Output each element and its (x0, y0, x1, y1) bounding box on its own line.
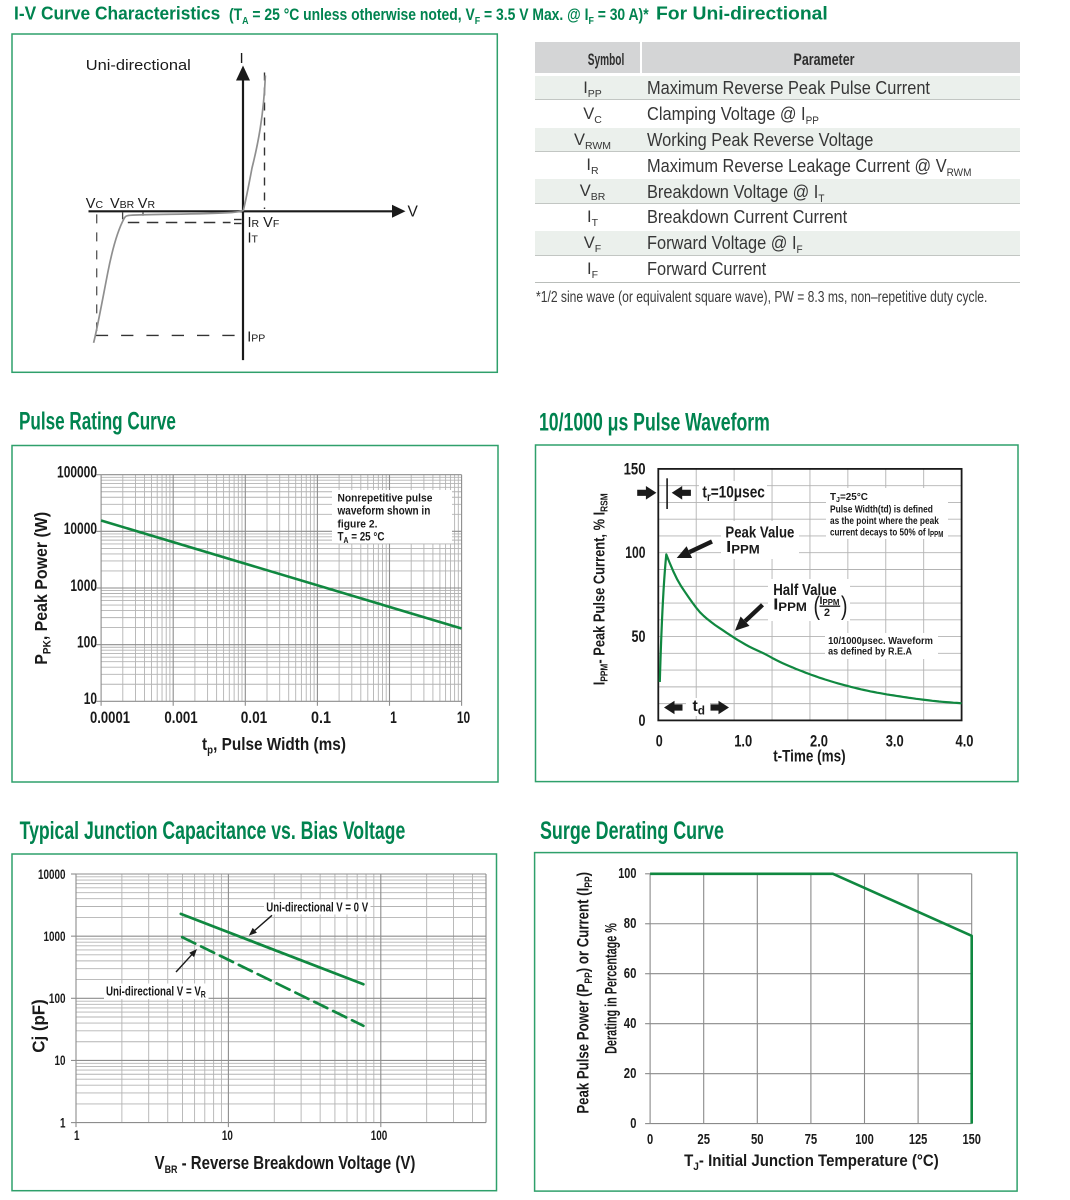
svg-text:0.001: 0.001 (164, 709, 198, 728)
svg-text:Peak Value: Peak Value (725, 525, 794, 542)
svg-text:IPPM: IPPM (820, 594, 840, 606)
svg-text:125: 125 (909, 1131, 927, 1148)
svg-text:Pulse Rating Curve: Pulse Rating Curve (19, 407, 176, 435)
svg-text:1000: 1000 (44, 928, 66, 944)
svg-text:td: td (693, 698, 705, 718)
svg-text:current decays to 50% of IPPM: current decays to 50% of IPPM (830, 526, 943, 539)
svg-text:100: 100 (77, 634, 97, 652)
svg-text:Derating in Percentage %: Derating in Percentage % (602, 923, 621, 1054)
svg-text:100000: 100000 (57, 464, 97, 482)
svg-text:Surge Derating Curve: Surge Derating Curve (540, 816, 724, 845)
svg-text:IPPM: IPPM (773, 595, 807, 614)
svg-text:Pulse Width(td) is defined: Pulse Width(td) is defined (830, 503, 933, 515)
svg-text:0.01: 0.01 (241, 709, 268, 728)
svg-text:1: 1 (74, 1127, 80, 1143)
svg-text:0: 0 (647, 1131, 653, 1148)
svg-text:10: 10 (457, 709, 470, 728)
svg-text:as the point where the peak: as the point where the peak (830, 515, 939, 527)
svg-text:Typical Junction Capacitance v: Typical Junction Capacitance vs. Bias Vo… (20, 816, 406, 845)
svg-text:10000: 10000 (64, 520, 97, 538)
svg-text:PPK, Peak Power (W): PPK, Peak Power (W) (31, 512, 53, 665)
svg-text:50: 50 (632, 629, 646, 647)
svg-text:TJ=25°C: TJ=25°C (830, 492, 869, 504)
svg-text:1: 1 (390, 709, 397, 727)
svg-text:150: 150 (962, 1131, 980, 1148)
svg-text:IPPM- Peak Pulse Current, % IR: IPPM- Peak Pulse Current, % IRSM (592, 493, 610, 685)
svg-text:Cj (pF): Cj (pF) (28, 999, 49, 1052)
svg-text:100: 100 (855, 1131, 873, 1148)
svg-text:Half Value: Half Value (773, 582, 836, 599)
svg-text:Peak Pulse Power (PPP) or Curr: Peak Pulse Power (PPP) or Current (IPP) (574, 872, 595, 1114)
svg-text:1: 1 (60, 1115, 66, 1131)
svg-text:(: ( (814, 591, 821, 620)
svg-text:VR: VR (138, 196, 156, 212)
svg-text:10: 10 (84, 690, 97, 709)
svg-text:3.0: 3.0 (886, 733, 904, 751)
svg-text:tp, Pulse Width (ms): tp, Pulse Width (ms) (202, 735, 346, 757)
svg-text:10: 10 (55, 1053, 66, 1069)
svg-text:Uni-directional V = 0 V: Uni-directional V = 0 V (266, 901, 368, 914)
svg-text:I: I (240, 50, 244, 67)
svg-text:Uni-directional V = VR: Uni-directional V = VR (106, 985, 206, 999)
svg-text:100: 100 (618, 865, 636, 882)
svg-text:0.0001: 0.0001 (90, 708, 130, 727)
svg-text:as defined by R.E.A: as defined by R.E.A (828, 646, 912, 658)
svg-text:10000: 10000 (38, 866, 66, 882)
svg-text:25: 25 (697, 1131, 710, 1148)
svg-text:IPP: IPP (247, 330, 265, 346)
svg-text:10/1000 μs Pulse Waveform: 10/1000 μs Pulse Waveform (539, 407, 770, 436)
svg-text:2.0: 2.0 (810, 733, 828, 751)
svg-text:IPPM: IPPM (726, 537, 760, 556)
svg-text:IR VF: IR VF (248, 215, 280, 231)
svg-text:V: V (408, 204, 419, 221)
svg-text:IT: IT (248, 231, 259, 247)
svg-text:0: 0 (630, 1114, 636, 1131)
svg-text:60: 60 (624, 965, 637, 982)
svg-text:waveform shown in: waveform shown in (337, 505, 431, 518)
svg-text:TJ- Initial Junction Temperatu: TJ- Initial Junction Temperature (°C) (684, 1151, 939, 1173)
svg-text:0: 0 (656, 733, 663, 751)
svg-text:20: 20 (624, 1065, 637, 1082)
svg-text:For Uni-directional: For Uni-directional (656, 4, 828, 25)
svg-text:2: 2 (824, 607, 830, 619)
svg-text:(TA = 25 °C unless otherwise n: (TA = 25 °C unless otherwise noted, VF =… (229, 6, 649, 27)
svg-text:t-Time (ms): t-Time (ms) (773, 747, 845, 766)
svg-text:4.0: 4.0 (955, 733, 973, 751)
svg-text:0: 0 (639, 712, 646, 730)
svg-text:50: 50 (751, 1131, 764, 1148)
svg-text:1000: 1000 (70, 577, 97, 596)
svg-text:80: 80 (624, 915, 637, 932)
svg-text:100: 100 (371, 1127, 388, 1143)
svg-text:40: 40 (624, 1015, 637, 1032)
svg-text:): ) (841, 591, 847, 620)
svg-text:0.1: 0.1 (311, 709, 331, 727)
svg-text:150: 150 (624, 461, 646, 479)
svg-text:VC: VC (86, 196, 104, 212)
svg-text:Uni-directional: Uni-directional (86, 58, 191, 74)
svg-text:tr=10μsec: tr=10μsec (702, 483, 765, 504)
svg-text:figure 2.: figure 2. (338, 518, 378, 531)
svg-text:VBR: VBR (110, 196, 135, 212)
svg-text:Nonrepetitive pulse: Nonrepetitive pulse (338, 492, 433, 505)
svg-text:1.0: 1.0 (734, 733, 752, 751)
svg-text:75: 75 (805, 1131, 818, 1148)
svg-text:10/1000μsec. Waveform: 10/1000μsec. Waveform (828, 635, 933, 647)
svg-text:100: 100 (49, 991, 66, 1007)
svg-text:100: 100 (625, 545, 645, 563)
svg-text:I-V Curve Characteristics: I-V Curve Characteristics (14, 3, 220, 24)
svg-text:10: 10 (222, 1127, 233, 1143)
svg-text:VBR - Reverse Breakdown Voltag: VBR - Reverse Breakdown Voltage (V) (155, 1153, 416, 1177)
svg-text:TA = 25 °C: TA = 25 °C (338, 531, 385, 545)
